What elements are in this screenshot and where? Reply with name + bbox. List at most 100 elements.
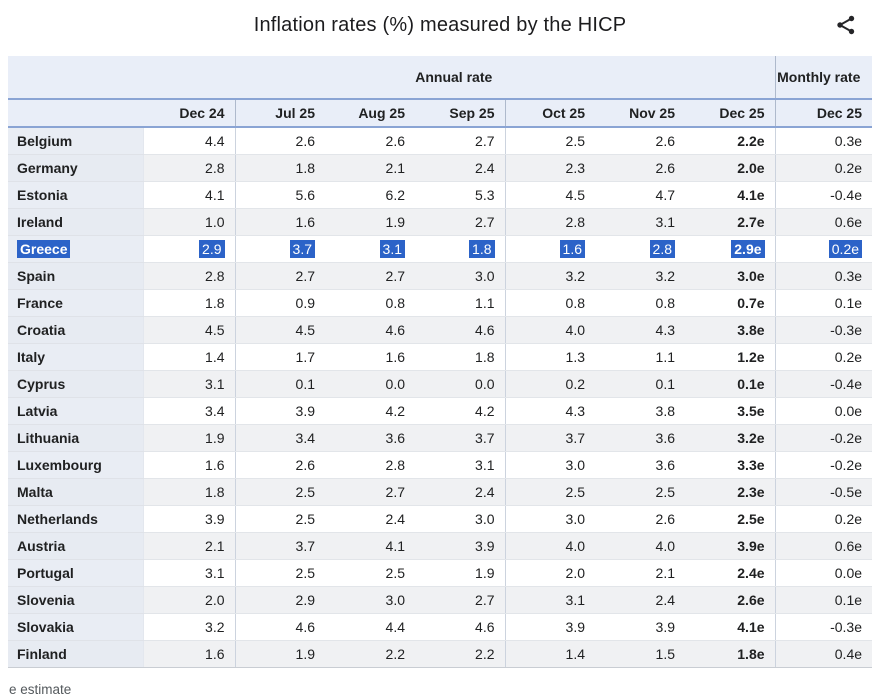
row-header-country: France — [8, 289, 144, 317]
table-row: Slovenia 2.0 2.9 3.0 2.7 3.1 2.4 2.6e 0.1e — [8, 586, 873, 614]
value-cell: 5.6 — [234, 181, 325, 209]
value-cell: 4.3 — [595, 316, 685, 344]
value-cell: 1.6 — [143, 451, 235, 479]
month-header-row: Dec 24 Jul 25 Aug 25 Sep 25 Oct 25 Nov 2… — [8, 98, 873, 128]
value-cell: 2.4 — [415, 478, 505, 506]
value-cell: 3.0 — [415, 262, 505, 290]
value-cell: 4.1e — [685, 613, 776, 641]
value-cell: 2.5 — [595, 478, 685, 506]
table-row: Austria 2.1 3.7 4.1 3.9 4.0 4.0 3.9e 0.6e — [8, 532, 873, 560]
share-button[interactable] — [834, 13, 858, 37]
value-cell: 3.6 — [595, 451, 685, 479]
value-cell: 3.2 — [595, 262, 685, 290]
table-row: Estonia 4.1 5.6 6.2 5.3 4.5 4.7 4.1e -0.4e — [8, 181, 873, 209]
table-row: Slovakia 3.2 4.6 4.4 4.6 3.9 3.9 4.1e -0.3e — [8, 613, 873, 641]
value-cell: 0.1e — [774, 586, 873, 614]
value-cell: 4.5 — [234, 316, 325, 344]
value-cell: 1.9 — [415, 559, 505, 587]
selected-text: 2.9 — [199, 240, 225, 258]
selected-text: 1.6 — [559, 240, 585, 258]
value-cell: 2.7 — [415, 208, 505, 236]
value-cell: -0.2e — [774, 424, 873, 452]
value-cell: 3.0 — [325, 586, 415, 614]
value-cell: 1.8 — [143, 478, 235, 506]
row-header-country: Malta — [8, 478, 144, 506]
table-row: Croatia 4.5 4.5 4.6 4.6 4.0 4.3 3.8e -0.3e — [8, 316, 873, 344]
value-cell: 2.0 — [504, 559, 595, 587]
value-cell: 4.6 — [234, 613, 325, 641]
value-cell: 4.1 — [143, 181, 235, 209]
value-cell: 3.3e — [685, 451, 776, 479]
value-cell: 2.1 — [325, 154, 415, 182]
value-cell: 2.0e — [685, 154, 776, 182]
value-cell: 3.9 — [504, 613, 595, 641]
value-cell: 3.7 — [234, 532, 325, 560]
row-header-country: Italy — [8, 343, 144, 371]
value-cell: 1.4 — [504, 640, 595, 668]
corner-cell — [8, 56, 143, 99]
value-cell: 0.8 — [325, 289, 415, 317]
value-cell: 2.6 — [595, 505, 685, 533]
page-title: Inflation rates (%) measured by the HICP — [253, 14, 627, 36]
value-cell: 1.6 — [325, 343, 415, 371]
monthly-rate-header: Monthly rate — [774, 56, 873, 99]
col-header-dec25: Dec 25 — [685, 98, 776, 128]
value-cell: 1.1 — [595, 343, 685, 371]
table-row: France 1.8 0.9 0.8 1.1 0.8 0.8 0.7e 0.1e — [8, 289, 873, 317]
table-body: Belgium 4.4 2.6 2.6 2.7 2.5 2.6 2.2e 0.3e Germany… — [8, 127, 873, 668]
value-cell: 3.1 — [143, 370, 235, 398]
inflation-table: Annual rate Monthly rate Dec 24 Jul 25 A… — [8, 56, 873, 668]
value-cell: 2.6 — [234, 451, 325, 479]
value-cell: 2.9e — [685, 235, 776, 263]
value-cell: 0.0e — [774, 559, 873, 587]
row-header-country: Cyprus — [8, 370, 144, 398]
value-cell: 3.1 — [143, 559, 235, 587]
value-cell: 0.3e — [774, 127, 873, 155]
col-header-sep25: Sep 25 — [415, 98, 505, 128]
value-cell: 4.5 — [143, 316, 235, 344]
estimate-footnote: e estimate — [9, 682, 72, 697]
value-cell: 3.0 — [504, 451, 595, 479]
value-cell: 2.6 — [595, 127, 685, 155]
value-cell: 2.0 — [143, 586, 235, 614]
value-cell: -0.5e — [774, 478, 873, 506]
annual-rate-header: Annual rate — [143, 56, 776, 99]
value-cell: 3.7 — [415, 424, 505, 452]
value-cell: 1.8 — [143, 289, 235, 317]
value-cell: 3.7 — [234, 235, 325, 263]
value-cell: 2.7 — [325, 262, 415, 290]
value-cell: 0.0 — [325, 370, 415, 398]
value-cell: 5.3 — [415, 181, 505, 209]
value-cell: 0.1 — [234, 370, 325, 398]
value-cell: 3.4 — [143, 397, 235, 425]
value-cell: 2.8 — [504, 208, 595, 236]
value-cell: 4.5 — [504, 181, 595, 209]
col-header-oct25: Oct 25 — [504, 98, 595, 128]
value-cell: 4.4 — [143, 127, 235, 155]
value-cell: 3.1 — [504, 586, 595, 614]
value-cell: 4.0 — [504, 532, 595, 560]
value-cell: 0.3e — [774, 262, 873, 290]
value-cell: -0.3e — [774, 613, 873, 641]
value-cell: 3.9 — [415, 532, 505, 560]
value-cell: -0.2e — [774, 451, 873, 479]
value-cell: 2.2 — [325, 640, 415, 668]
table-row: Greece 2.9 3.7 3.1 1.8 1.6 2.8 2.9e 0.2e — [8, 235, 873, 263]
selected-text: 2.8 — [649, 240, 675, 258]
value-cell: 0.0e — [774, 397, 873, 425]
value-cell: 3.7 — [504, 424, 595, 452]
col-header-aug25: Aug 25 — [325, 98, 415, 128]
value-cell: 2.2 — [415, 640, 505, 668]
value-cell: 0.8 — [504, 289, 595, 317]
value-cell: 4.1 — [325, 532, 415, 560]
value-cell: 2.7 — [234, 262, 325, 290]
table-row: Lithuania 1.9 3.4 3.6 3.7 3.7 3.6 3.2e -0.2e — [8, 424, 873, 452]
value-cell: 1.6 — [234, 208, 325, 236]
value-cell: 3.9 — [143, 505, 235, 533]
value-cell: 0.2 — [504, 370, 595, 398]
value-cell: 4.6 — [415, 316, 505, 344]
value-cell: -0.4e — [774, 181, 873, 209]
value-cell: 1.9 — [234, 640, 325, 668]
col-header-dec25-monthly: Dec 25 — [774, 98, 873, 128]
value-cell: 1.4 — [143, 343, 235, 371]
